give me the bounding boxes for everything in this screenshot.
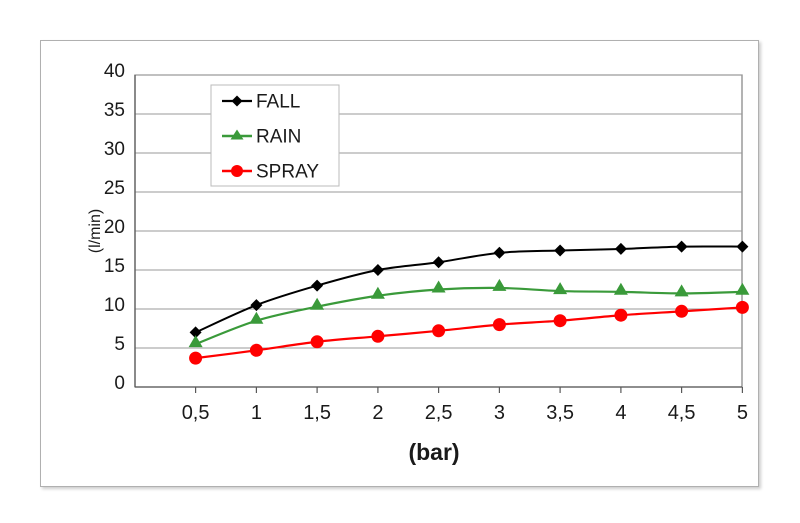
svg-text:35: 35 [104,100,125,121]
svg-text:1: 1 [251,402,262,424]
svg-text:40: 40 [104,61,125,82]
svg-text:0: 0 [114,373,125,394]
svg-text:2,5: 2,5 [425,402,453,424]
svg-text:15: 15 [104,256,125,277]
svg-text:20: 20 [104,217,125,238]
svg-text:25: 25 [104,178,125,199]
svg-text:3: 3 [494,402,505,424]
svg-text:5: 5 [737,402,748,424]
svg-text:4: 4 [615,402,626,424]
svg-text:SPRAY: SPRAY [256,162,319,183]
svg-text:(l/min): (l/min) [87,209,104,253]
svg-text:1,5: 1,5 [303,402,331,424]
svg-text:4,5: 4,5 [668,402,696,424]
svg-text:10: 10 [104,295,125,316]
svg-text:2: 2 [372,402,383,424]
svg-text:0,5: 0,5 [182,402,210,424]
svg-text:RAIN: RAIN [256,127,301,148]
svg-text:(bar): (bar) [408,439,459,465]
svg-text:FALL: FALL [256,92,300,113]
svg-text:3,5: 3,5 [546,402,574,424]
svg-text:5: 5 [114,334,125,355]
svg-text:30: 30 [104,139,125,160]
